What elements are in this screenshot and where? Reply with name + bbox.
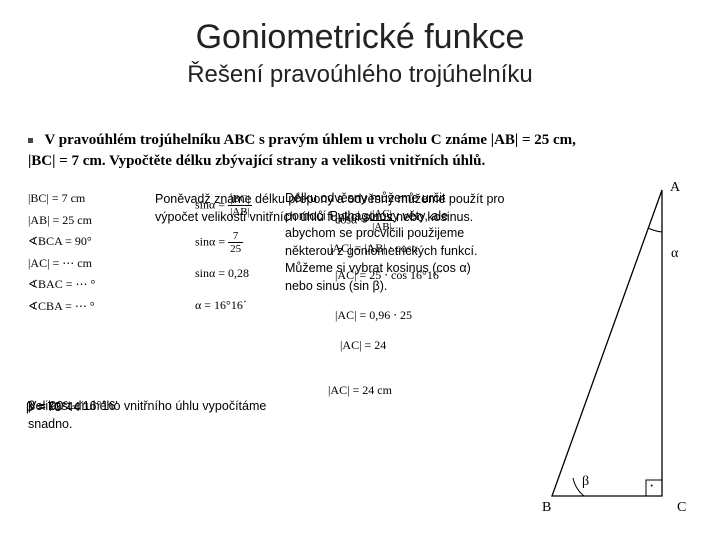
vertex-c: C: [677, 500, 686, 516]
calc-sin-val: sinα = 0,28: [195, 266, 249, 281]
calc-beta: β = 73°44´: [26, 399, 84, 417]
beta-label: β: [582, 474, 589, 490]
given-angle-bac: ∢BAC = ⋯ °: [28, 274, 95, 296]
l2-1: Délku odvěsny můžeme určit: [285, 191, 445, 205]
given-ac: |AC| = ⋯ cm: [28, 253, 95, 275]
calc-ac-2: |AC| = 25 ⋅ cos 16°16´: [335, 268, 443, 283]
page-subtitle: Řešení pravoúhlého trojúhelníku: [0, 61, 720, 89]
cos-den: |AB|: [370, 221, 394, 233]
calc-ac-1: |AC| = |AB| ⋅ cosα: [330, 241, 418, 256]
cos-eq: cosα =: [335, 212, 367, 226]
page-title: Goniometrické funkce: [0, 18, 720, 57]
calc-cos-def: cosα = |AC||AB|: [335, 208, 394, 233]
right-angle-dot: ·: [649, 478, 654, 496]
vertex-b: B: [542, 500, 551, 516]
triangle-svg: [512, 178, 702, 518]
triangle-diagram: A B C α β ·: [512, 178, 702, 518]
calc-alpha: α = 16°16´: [195, 298, 247, 313]
problem-line-1: V pravoúhlém trojúhelníku ABC s pravým ú…: [44, 132, 575, 148]
calc-sin-frac: sinα = 725: [195, 230, 243, 255]
alpha-label: α: [671, 246, 678, 262]
sin-den: |AB|: [228, 206, 252, 218]
cos-num: |AC|: [370, 208, 394, 221]
sin-num: |BC|: [228, 193, 252, 206]
bullet-icon: [28, 138, 33, 143]
calc-ac-3: |AC| = 0,96 ⋅ 25: [335, 308, 412, 323]
problem-statement: V pravoúhlém trojúhelníku ABC s pravým ú…: [28, 130, 692, 172]
given-ab: |AB| = 25 cm: [28, 210, 95, 232]
calc-sin-def: sinα = |BC||AB|: [195, 193, 252, 218]
given-bc: |BC| = 7 cm: [28, 188, 95, 210]
sin-eq: sinα =: [195, 197, 225, 211]
given-values: |BC| = 7 cm |AB| = 25 cm ∢BCA = 90° |AC|…: [28, 188, 95, 318]
triangle-shape: [552, 190, 662, 496]
vertex-a: A: [670, 180, 680, 196]
given-angle-bca: ∢BCA = 90°: [28, 231, 95, 253]
calc-ac-5: |AC| = 24 cm: [328, 383, 392, 398]
alpha-arc: [648, 228, 662, 232]
given-angle-cba: ∢CBA = ⋯ °: [28, 296, 95, 318]
calc-ac-4: |AC| = 24: [340, 338, 386, 353]
problem-line-2: |BC| = 7 cm. Vypočtěte délku zbývající s…: [28, 153, 485, 169]
